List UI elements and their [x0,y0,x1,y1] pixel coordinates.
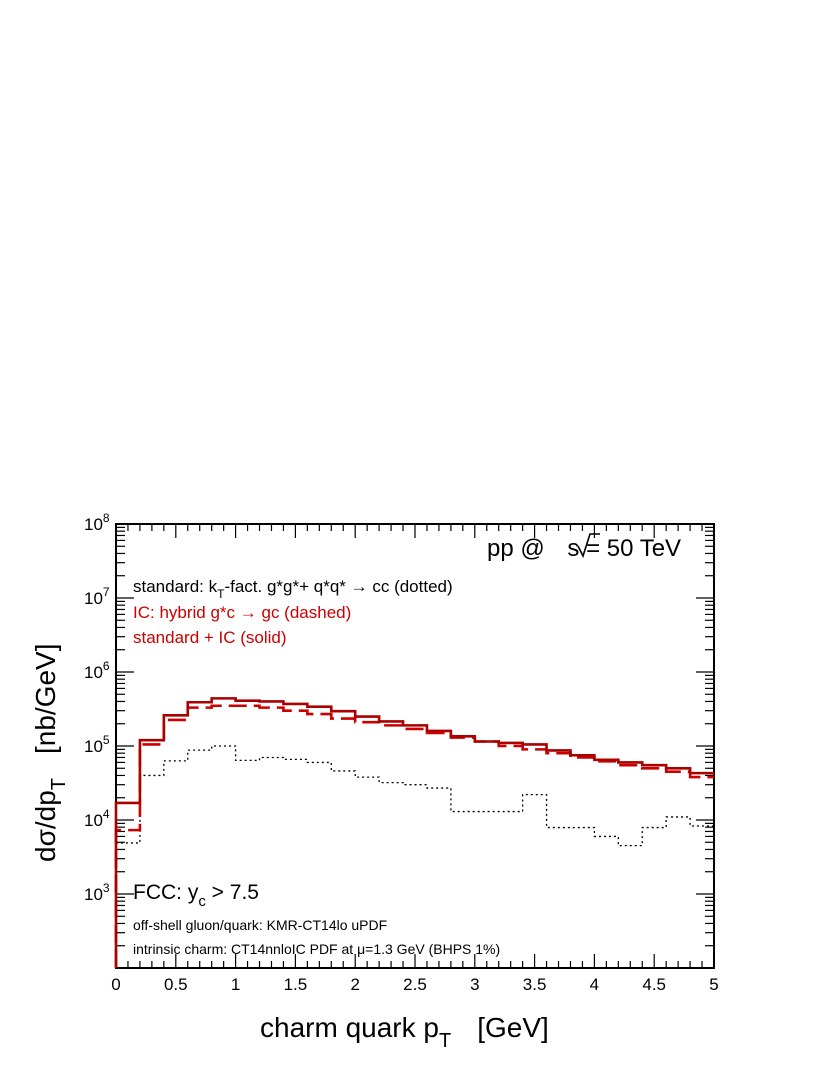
x-tick-label: 0.5 [164,975,188,994]
annotation-standard-sub: T [217,587,225,601]
x-tick-label: 2 [350,975,359,994]
axis-ticks [115,524,715,969]
series-dashed [114,704,714,968]
annotation-ic: IC: hybrid g*c → gc (dashed) [133,603,351,622]
series-dotted [115,745,714,968]
y-tick-label-exp: 8 [103,511,110,525]
annotation-energy: pp @ s = 50 TeV [487,535,681,562]
y-tick-label-base: 10 [84,515,103,534]
y-tick-label-base: 10 [84,589,103,608]
series-solid [114,697,714,968]
y-tick-label-exp: 4 [103,807,110,821]
x-tick-label: 1 [231,975,240,994]
y-tick-label: 103 [84,881,110,904]
annotation-intrinsic-mu: μ [357,941,365,957]
y-axis-title: dσ/dpT [nb/GeV] [30,643,70,862]
x-tick-label: 4.5 [642,975,666,994]
x-axis-title-unit: [GeV] [477,1012,549,1043]
y-tick-label-exp: 3 [103,881,110,895]
x-tick-label: 3 [470,975,479,994]
y-tick-label: 108 [84,511,110,534]
x-tick-label: 2.5 [403,975,427,994]
y-tick-label: 104 [84,807,110,830]
annotation-standard: standard: kT-fact. g*g*+ q*q* → cc (dott… [133,577,453,601]
annotation-standard-a: standard: k [133,577,218,596]
x-axis-title: charm quark pT [GeV] [260,1012,549,1052]
annotation-intrinsic: intrinsic charm: CT14nnloIC PDF at μ=1.3… [133,941,500,957]
y-tick-label-exp: 7 [103,585,110,599]
x-tick-label: 0 [111,975,120,994]
annotation-fcc-a: FCC: y [133,881,199,904]
y-tick-label: 107 [84,585,110,608]
x-axis-title-sub: T [439,1030,451,1052]
annotation-standard-b: -fact. g*g*+ q*q* → cc (dotted) [224,577,452,596]
x-tick-label: 3.5 [523,975,547,994]
x-tick-label: 4 [590,975,599,994]
y-tick-label-base: 10 [84,663,103,682]
annotation-sum: standard + IC (solid) [133,628,287,647]
y-tick-label-base: 10 [84,811,103,830]
y-axis-title-sub: T [48,778,70,790]
x-tick-label: 1.5 [284,975,308,994]
y-axis-title-unit: [nb/GeV] [30,643,61,754]
annotation-fcc: FCC: yc > 7.5 [133,881,259,910]
y-tick-label-base: 10 [84,737,103,756]
annotation-offshell: off-shell gluon/quark: KMR-CT14lo uPDF [133,917,387,933]
y-tick-label-exp: 5 [103,733,110,747]
y-tick-label: 105 [84,733,110,756]
series-layer [114,697,714,968]
y-tick-label-base: 10 [84,885,103,904]
y-axis-title-main: dσ/dp [30,790,61,862]
annotation-intrinsic-a: intrinsic charm: CT14nnloIC PDF at [133,941,357,957]
annotation-fcc-b: > 7.5 [206,881,259,904]
annotation-intrinsic-b: =1.3 GeV (BHPS 1%) [365,941,500,957]
annotation-energy-rest: s = 50 TeV [567,535,681,562]
annotation-fcc-sub: c [198,893,206,910]
y-tick-label-exp: 6 [103,659,110,673]
y-tick-label: 106 [84,659,110,682]
sqrt-symbol [577,533,600,559]
annotation-energy-pre: pp @ [487,535,551,562]
x-tick-label: 5 [709,975,718,994]
x-axis-title-main: charm quark p [260,1012,439,1043]
